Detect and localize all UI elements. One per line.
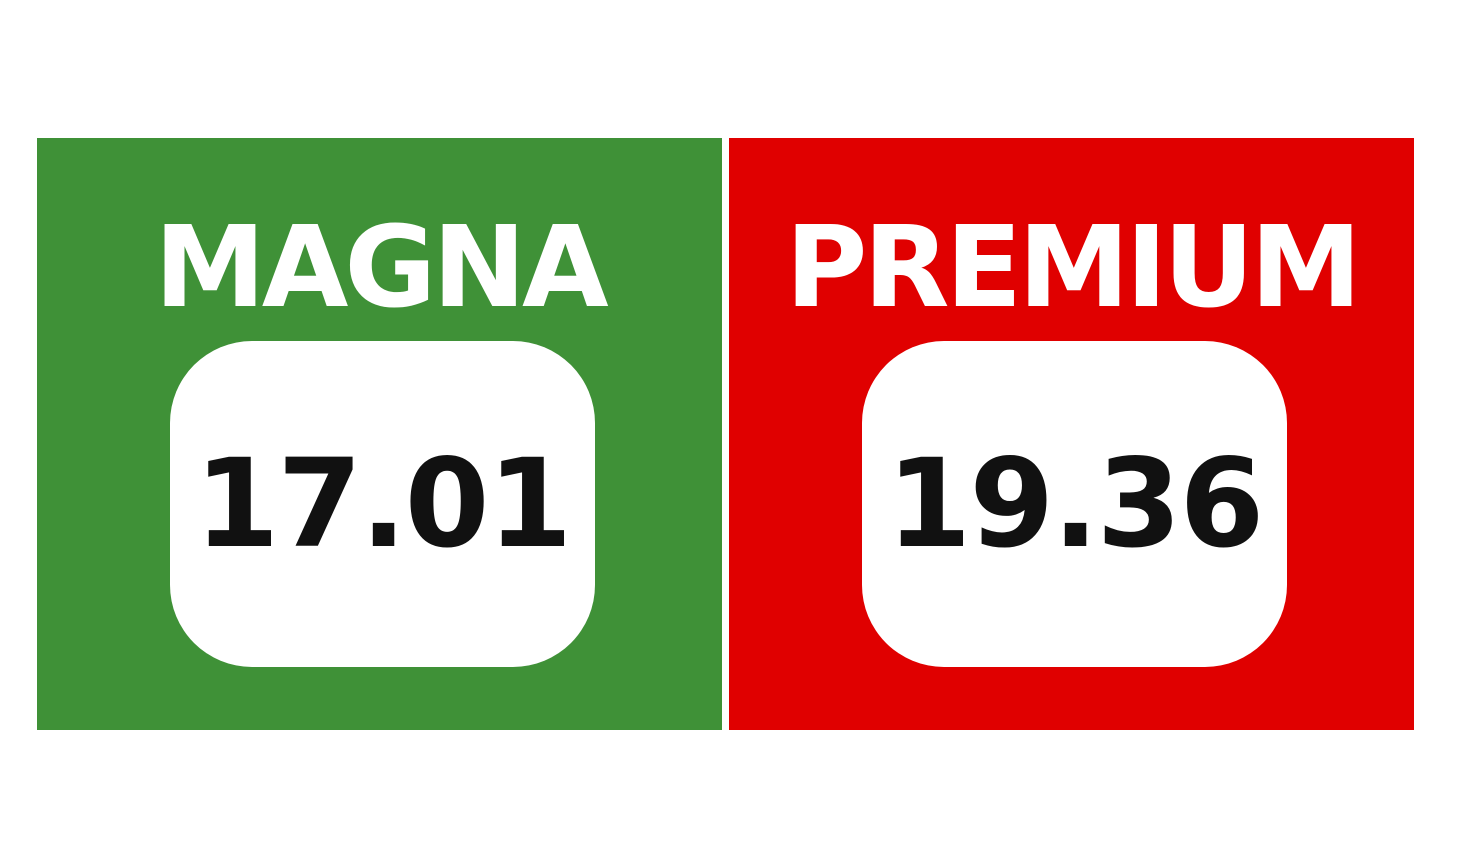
magna-title: MAGNA	[154, 203, 608, 333]
fuel-price-board: MAGNA 17.01 PREMIUM 19.36	[37, 138, 1414, 730]
premium-title: PREMIUM	[785, 203, 1361, 333]
magna-price-value: 17.01	[194, 433, 573, 575]
premium-price-box: 19.36	[862, 341, 1287, 667]
magna-price-panel: MAGNA 17.01	[37, 138, 722, 730]
premium-price-value: 19.36	[886, 433, 1265, 575]
premium-price-panel: PREMIUM 19.36	[729, 138, 1414, 730]
magna-price-box: 17.01	[170, 341, 595, 667]
